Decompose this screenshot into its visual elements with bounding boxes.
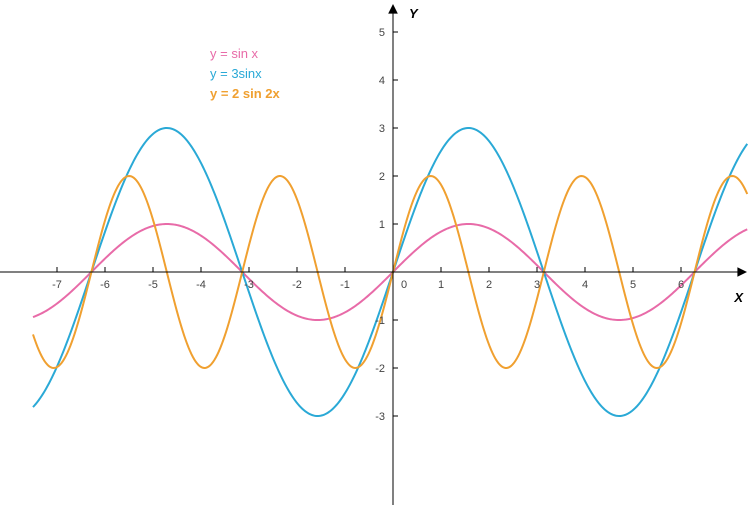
x-axis-label: X xyxy=(733,290,744,305)
y-tick-label: -3 xyxy=(375,411,385,423)
x-tick-label: -7 xyxy=(52,279,62,291)
x-tick-label: -5 xyxy=(148,279,158,291)
y-tick-label: 4 xyxy=(379,75,385,87)
x-tick-label: 4 xyxy=(582,279,588,291)
y-tick-label: 2 xyxy=(379,171,385,183)
legend-2sin2x: y = 2 sin 2x xyxy=(210,86,281,101)
x-tick-label: -2 xyxy=(292,279,302,291)
x-tick-label: 6 xyxy=(678,279,684,291)
y-tick-label: 3 xyxy=(379,123,385,135)
chart-canvas: -7-6-5-4-3-2-10123456-3-2-1123456YXy = s… xyxy=(0,0,751,505)
legend-3sinx: y = 3sinx xyxy=(210,66,262,81)
x-tick-label: 3 xyxy=(534,279,540,291)
x-tick-label: 1 xyxy=(438,279,444,291)
y-axis-label: Y xyxy=(409,6,419,21)
sine-chart: -7-6-5-4-3-2-10123456-3-2-1123456YXy = s… xyxy=(0,0,751,505)
x-tick-label: 5 xyxy=(630,279,636,291)
x-tick-label: -1 xyxy=(340,279,350,291)
y-tick-label: -1 xyxy=(375,315,385,327)
x-tick-label: -4 xyxy=(196,279,206,291)
y-tick-label: -2 xyxy=(375,363,385,375)
x-tick-label: 2 xyxy=(486,279,492,291)
x-tick-label: -3 xyxy=(244,279,254,291)
y-tick-label: 1 xyxy=(379,219,385,231)
legend-sinx: y = sin x xyxy=(210,46,259,61)
y-tick-label: 5 xyxy=(379,27,385,39)
x-tick-label: -6 xyxy=(100,279,110,291)
x-tick-label: 0 xyxy=(401,279,407,291)
